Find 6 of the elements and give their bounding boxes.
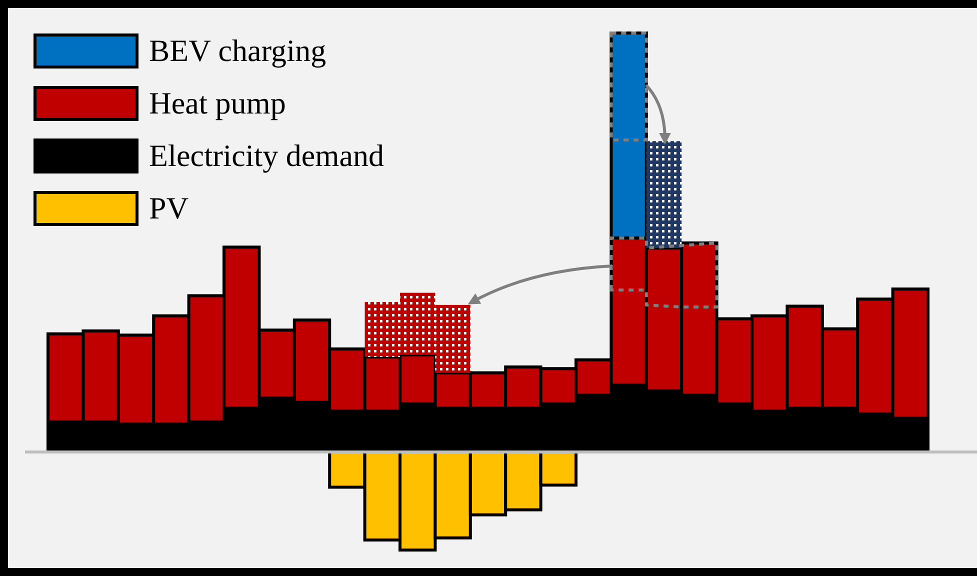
bar — [435, 304, 470, 373]
bar — [400, 292, 436, 355]
legend-label: Electricity demand — [149, 138, 384, 173]
legend-label: BEV charging — [149, 33, 326, 68]
legend-label: Heat pump — [149, 86, 286, 120]
legend-label: PV — [149, 190, 190, 226]
